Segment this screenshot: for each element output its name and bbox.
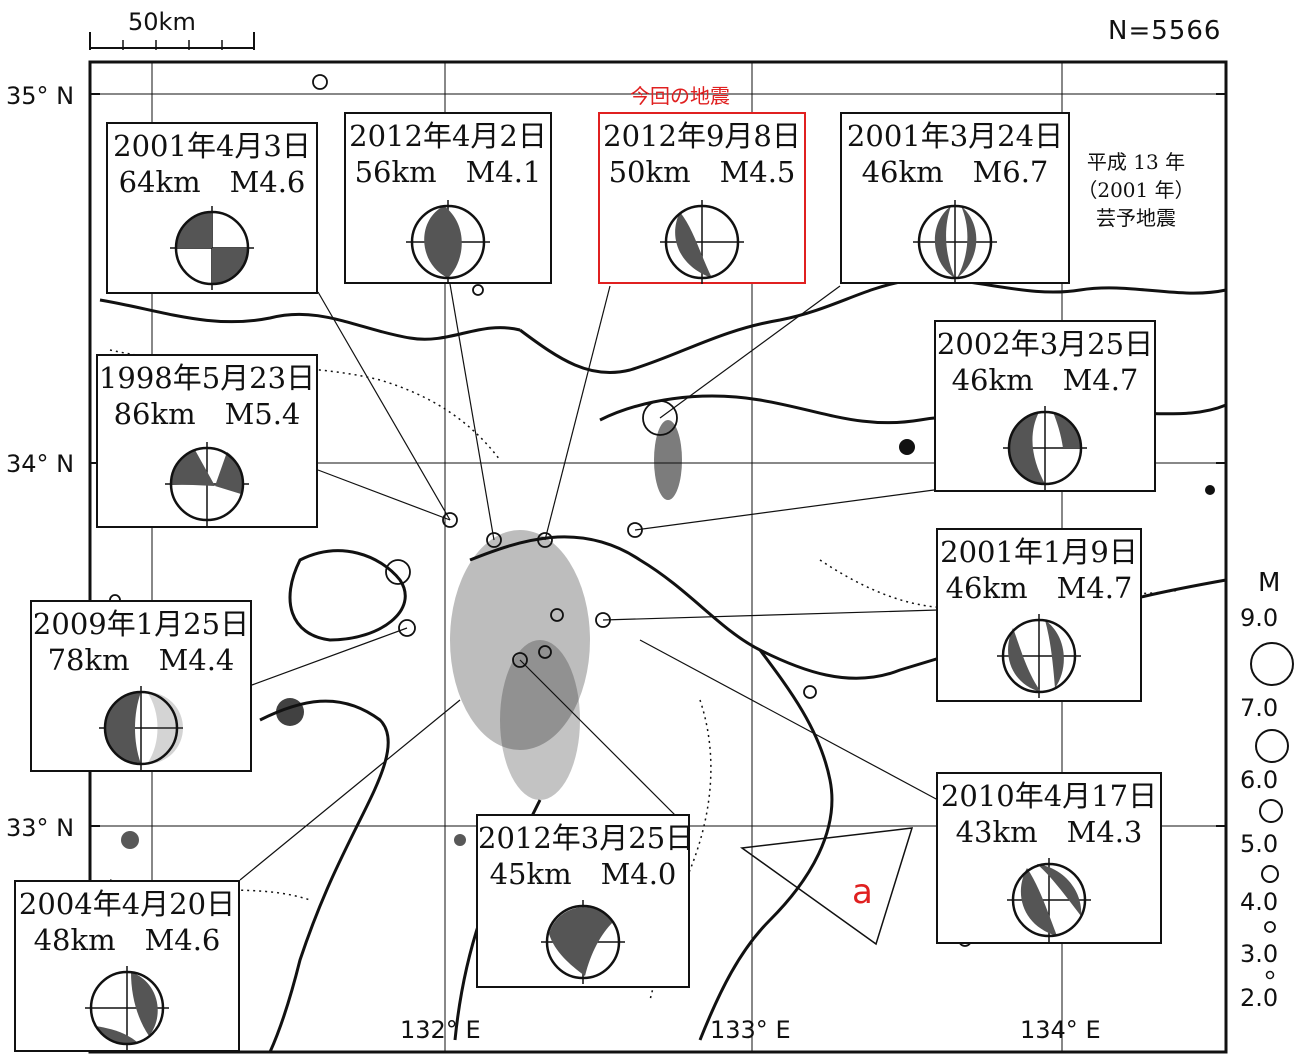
event-date: 2002年3月25日 (936, 327, 1154, 361)
event-count: N=5566 (1108, 16, 1222, 46)
epicenter-cluster (121, 420, 1215, 849)
geiyo-earthquake-label: 平成 13 年 （2001 年） 芸予地震 (1066, 148, 1206, 232)
legend-value: 4.0 (1240, 888, 1279, 916)
mechanism-box-2001-04-03: 2001年4月3日 64km M4.6 (106, 122, 318, 294)
region-label-line3: 芸予地震 (1096, 206, 1176, 230)
legend-value: 6.0 (1240, 766, 1279, 794)
lat-label-35: 35° N (6, 82, 75, 110)
mechanism-box-2001-01-09: 2001年1月9日 46km M4.7 (936, 528, 1142, 702)
event-depth-magnitude: 46km M6.7 (861, 155, 1049, 189)
focal-mechanism-icon (406, 200, 490, 284)
event-depth-magnitude: 46km M4.7 (951, 363, 1139, 397)
region-label-line2: （2001 年） (1077, 178, 1195, 202)
event-date: 2004年4月20日 (18, 887, 236, 921)
legend-value: 7.0 (1240, 694, 1279, 722)
current-event-label: 今回の地震 (630, 84, 730, 108)
legend-circle-icon (1261, 865, 1279, 883)
event-depth-magnitude: 48km M4.6 (33, 923, 221, 957)
event-date: 2001年3月24日 (846, 119, 1064, 153)
event-depth-magnitude: 43km M4.3 (955, 815, 1143, 849)
mechanism-box-2009-01-25: 2009年1月25日 78km M4.4 (30, 600, 252, 772)
mechanism-box-2010-04-17: 2010年4月17日 43km M4.3 (936, 772, 1162, 944)
lon-label-132: 132° E (400, 1016, 481, 1044)
mechanism-box-2012-04-02: 2012年4月2日 56km M4.1 (344, 112, 552, 284)
legend-value: 3.0 (1240, 940, 1279, 968)
legend-value: 5.0 (1240, 830, 1279, 858)
legend-circle-icon (1264, 921, 1276, 933)
focal-mechanism-icon (1003, 406, 1087, 490)
focal-mechanism-icon (541, 900, 625, 984)
event-date: 2010年4月17日 (940, 779, 1158, 813)
mechanism-box-1998-05-23: 1998年5月23日 86km M5.4 (96, 354, 318, 528)
mechanism-box-2002-03-25: 2002年3月25日 46km M4.7 (934, 320, 1156, 492)
event-date: 2012年9月8日 (603, 119, 801, 153)
event-date: 2009年1月25日 (32, 607, 250, 641)
legend-circle-icon (1259, 799, 1283, 823)
legend-circle-icon (1250, 642, 1294, 686)
event-depth-magnitude: 46km M4.7 (945, 571, 1133, 605)
event-depth-magnitude: 64km M4.6 (118, 165, 306, 199)
event-depth-magnitude: 56km M4.1 (354, 155, 542, 189)
event-date: 2001年4月3日 (113, 129, 311, 163)
focal-mechanism-icon (1007, 858, 1091, 942)
mechanism-box-2012-03-25: 2012年3月25日 45km M4.0 (476, 814, 695, 988)
lat-label-34: 34° N (6, 450, 75, 478)
legend-value: 9.0 (1240, 604, 1279, 632)
focal-mechanism-icon (997, 614, 1081, 698)
event-date: 1998年5月23日 (98, 361, 316, 395)
mechanism-box-2012-09-08: 2012年9月8日 50km M4.5 (598, 112, 806, 284)
legend-circle-icon (1265, 970, 1275, 980)
focal-mechanism-icon (85, 966, 169, 1050)
event-date: 2012年4月2日 (349, 119, 547, 153)
event-depth-magnitude: 45km M4.0 (489, 857, 677, 891)
event-date: 2012年3月25日 (478, 821, 695, 855)
scale-bar-label: 50km (128, 8, 196, 36)
lon-label-134: 134° E (1020, 1016, 1101, 1044)
lat-label-33: 33° N (6, 814, 75, 842)
area-a-outline (739, 827, 914, 946)
area-a-label: a (852, 872, 873, 912)
legend-circle-icon (1255, 729, 1289, 763)
focal-mechanism-icon (165, 442, 249, 526)
region-label-line1: 平成 13 年 (1086, 150, 1186, 174)
focal-mechanism-icon (170, 206, 254, 290)
event-depth-magnitude: 78km M4.4 (47, 643, 235, 677)
legend-value: 2.0 (1240, 984, 1279, 1012)
scale-bar (89, 32, 255, 50)
focal-mechanism-icon (660, 200, 744, 284)
connector-lines (239, 283, 939, 881)
mechanism-box-2001-03-24: 2001年3月24日 46km M6.7 (840, 112, 1070, 284)
event-date: 2001年1月9日 (940, 535, 1138, 569)
legend-title: M (1258, 568, 1281, 598)
focal-mechanism-icon (99, 686, 183, 770)
event-depth-magnitude: 50km M4.5 (608, 155, 796, 189)
focal-mechanism-icon (913, 200, 997, 284)
lon-label-133: 133° E (710, 1016, 791, 1044)
mechanism-box-2004-04-20: 2004年4月20日 48km M4.6 (14, 880, 240, 1052)
event-depth-magnitude: 86km M5.4 (113, 397, 301, 431)
map-frame (88, 60, 1228, 1054)
